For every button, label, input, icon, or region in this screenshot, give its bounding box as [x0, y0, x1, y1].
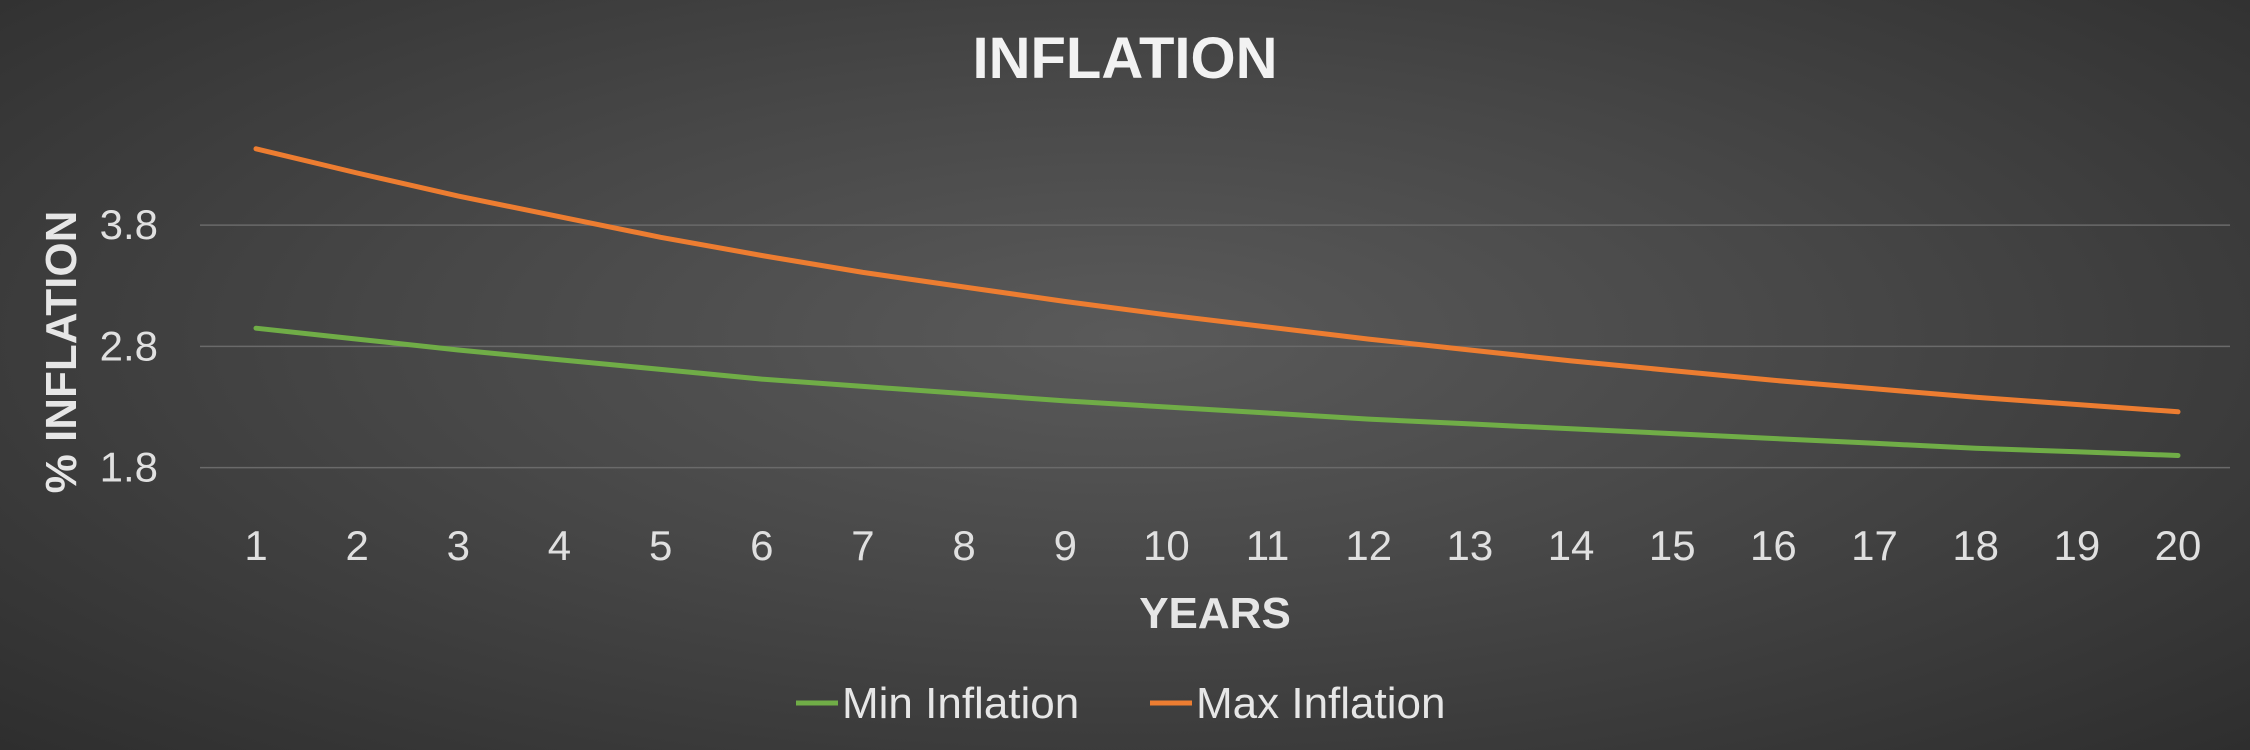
- x-tick-label: 2: [345, 522, 368, 569]
- legend-label-1: Max Inflation: [1196, 679, 1445, 728]
- x-tick-label: 8: [952, 522, 975, 569]
- series-line-max-inflation: [253, 146, 2181, 415]
- legend: Min Inflation Max Inflation: [796, 679, 1445, 728]
- x-tick-label: 9: [1054, 522, 1077, 569]
- legend-label-0: Min Inflation: [842, 679, 1079, 728]
- series-line-min-inflation: [253, 325, 2181, 458]
- x-tick-label: 6: [750, 522, 773, 569]
- x-tick-label: 3: [447, 522, 470, 569]
- x-tick-label: 18: [1952, 522, 1999, 569]
- x-axis-ticks: 1 2 3 4 5 6 7 8 9 10 11 12 13 14 15 16 17 18 19 20: [244, 522, 2201, 569]
- x-tick-label: 16: [1750, 522, 1797, 569]
- x-tick-label: 1: [244, 522, 267, 569]
- x-tick-label: 5: [649, 522, 672, 569]
- y-tick-label: 1.8: [100, 444, 158, 491]
- x-tick-label: 19: [2053, 522, 2100, 569]
- x-tick-label: 4: [548, 522, 571, 569]
- chart-title: INFLATION: [973, 26, 1278, 91]
- x-tick-label: 10: [1143, 522, 1190, 569]
- y-tick-label: 3.8: [100, 201, 158, 248]
- y-axis-title: % INFLATION: [37, 211, 86, 494]
- y-axis-ticks: 1.8 2.8 3.8: [100, 201, 158, 490]
- x-tick-label: 11: [1246, 522, 1290, 569]
- x-axis-title: YEARS: [1139, 589, 1291, 638]
- x-tick-label: 13: [1447, 522, 1494, 569]
- x-tick-label: 14: [1548, 522, 1595, 569]
- x-tick-label: 12: [1345, 522, 1392, 569]
- x-tick-label: 15: [1649, 522, 1696, 569]
- y-tick-label: 2.8: [100, 322, 158, 369]
- x-tick-label: 20: [2155, 522, 2202, 569]
- series-lines: [253, 146, 2181, 458]
- x-tick-label: 7: [851, 522, 874, 569]
- x-tick-label: 17: [1851, 522, 1898, 569]
- gridlines: [200, 224, 2230, 469]
